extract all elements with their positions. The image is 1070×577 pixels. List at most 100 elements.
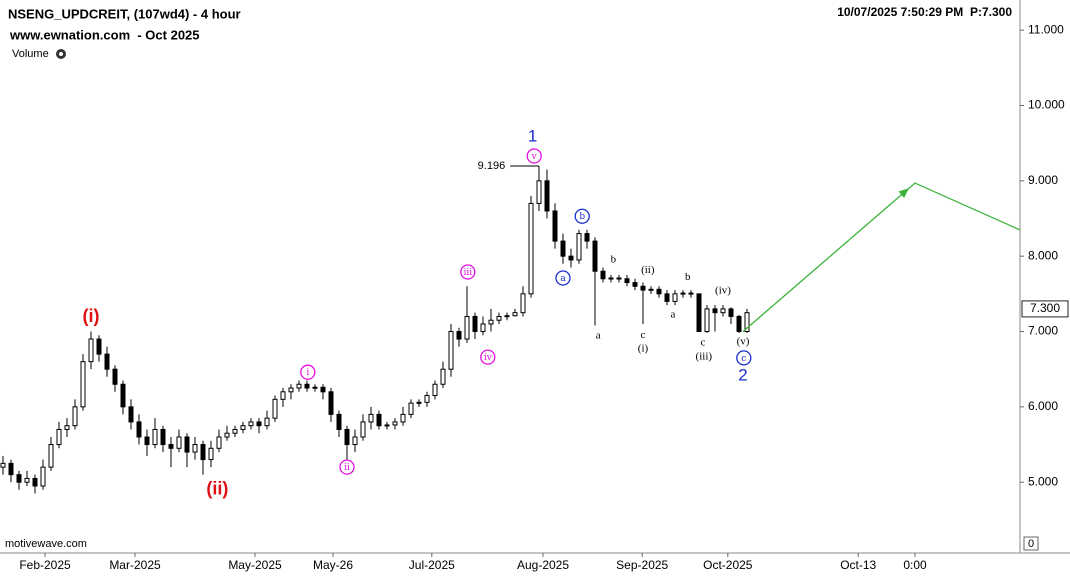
candle-body xyxy=(208,447,214,461)
candle-body xyxy=(40,466,46,487)
x-tick-label: 0:00 xyxy=(903,558,927,572)
candle-body xyxy=(104,353,110,370)
candle-body xyxy=(368,413,374,423)
candle-body xyxy=(248,421,254,427)
wave-label: b xyxy=(611,253,617,265)
candle-body xyxy=(216,436,222,449)
chart-subtitle: www.ewnation.com - Oct 2025 xyxy=(9,27,200,42)
wave-circle xyxy=(736,350,752,366)
candle-body xyxy=(296,383,302,389)
settings-icon-hole xyxy=(59,52,63,56)
candle-body xyxy=(400,413,406,423)
candle-body xyxy=(288,387,294,393)
wave-label: (iv) xyxy=(715,284,731,296)
candle-body xyxy=(120,383,126,408)
candle-body xyxy=(8,462,14,476)
candle-body xyxy=(448,331,454,370)
x-tick-label: Sep-2025 xyxy=(616,558,668,572)
candle-body xyxy=(528,202,534,295)
candle-body xyxy=(672,293,678,302)
candle-body xyxy=(112,368,118,385)
wave-label: b xyxy=(685,271,691,283)
candle-body xyxy=(472,315,478,333)
candle-body xyxy=(352,436,358,446)
candle-body xyxy=(192,444,198,453)
candle-body xyxy=(200,444,206,461)
candle-body xyxy=(64,425,70,430)
candle-body xyxy=(464,315,470,340)
candle-body xyxy=(392,421,398,426)
candle-body xyxy=(184,436,190,453)
candle-body xyxy=(256,421,262,427)
wave-label: a xyxy=(596,330,601,342)
candle-body xyxy=(16,474,22,483)
footer: motivewave.com xyxy=(5,538,87,550)
candle-body xyxy=(96,338,102,355)
candle-body xyxy=(56,428,62,446)
candle-body xyxy=(664,293,670,302)
candle-body xyxy=(688,292,694,295)
candle-body xyxy=(280,391,286,400)
candle-body xyxy=(24,477,30,483)
x-tick-label: Mar-2025 xyxy=(109,558,161,572)
wave-circle xyxy=(526,148,542,164)
candle-body xyxy=(168,444,174,449)
candle-body xyxy=(576,233,582,261)
candle-body xyxy=(432,383,438,397)
candle-body xyxy=(720,308,726,314)
wave-label: a xyxy=(560,274,566,284)
last-price-box xyxy=(1021,300,1069,318)
candle-body xyxy=(512,312,518,317)
candle-body xyxy=(408,402,414,415)
wave-label: i xyxy=(306,368,309,378)
candle-body xyxy=(232,428,238,434)
candle-body xyxy=(320,386,326,393)
y-tick-label: 10.000 xyxy=(1028,98,1065,112)
wave-circle xyxy=(574,208,590,224)
x-tick-label: Feb-2025 xyxy=(19,558,71,572)
last-price-label: 7.300 xyxy=(1030,301,1060,315)
candle-body xyxy=(552,210,558,242)
wave-label: (i) xyxy=(638,342,649,354)
candle-body xyxy=(568,255,574,261)
volume-tick-box xyxy=(1023,536,1039,551)
wave-label: a xyxy=(671,308,676,320)
chart-title: NSENG_UPDCREIT, (107wd4) - 4 hour xyxy=(8,6,241,21)
candle-body xyxy=(696,293,702,333)
candle-body xyxy=(128,406,134,423)
candle-body xyxy=(504,315,510,318)
candle-body xyxy=(152,428,158,446)
volume-label: Volume xyxy=(12,48,49,60)
wave-circle xyxy=(480,349,496,365)
price-marker-label: 9.196 xyxy=(478,160,506,172)
candle-body xyxy=(544,180,550,212)
candle-body xyxy=(496,315,502,321)
candle-body xyxy=(592,240,598,272)
candle-body xyxy=(416,401,422,404)
x-tick-label: May-26 xyxy=(313,558,353,572)
wave-label: 2 xyxy=(738,365,747,384)
wave-label: iii xyxy=(463,268,472,278)
wave-label: (ii) xyxy=(641,264,655,276)
wave-label: (ii) xyxy=(206,478,228,498)
candle-body xyxy=(224,432,230,438)
x-tick-label: Oct-2025 xyxy=(703,558,753,572)
wave-label: c xyxy=(641,329,646,341)
candle-body xyxy=(176,436,182,449)
candle-body xyxy=(424,395,430,403)
candle-body xyxy=(704,308,710,333)
candle-body xyxy=(488,319,494,325)
y-tick-label: 8.000 xyxy=(1028,248,1058,262)
x-tick-label: Aug-2025 xyxy=(517,558,569,572)
candle-body xyxy=(312,386,318,389)
y-tick-label: 9.000 xyxy=(1028,173,1058,187)
x-tick-label: Jul-2025 xyxy=(409,558,455,572)
candle-body xyxy=(48,444,54,468)
candle-body xyxy=(136,421,142,438)
wave-circle xyxy=(339,459,355,475)
candle-body xyxy=(560,240,566,257)
candle-body xyxy=(536,180,542,204)
candle-body xyxy=(240,425,246,430)
